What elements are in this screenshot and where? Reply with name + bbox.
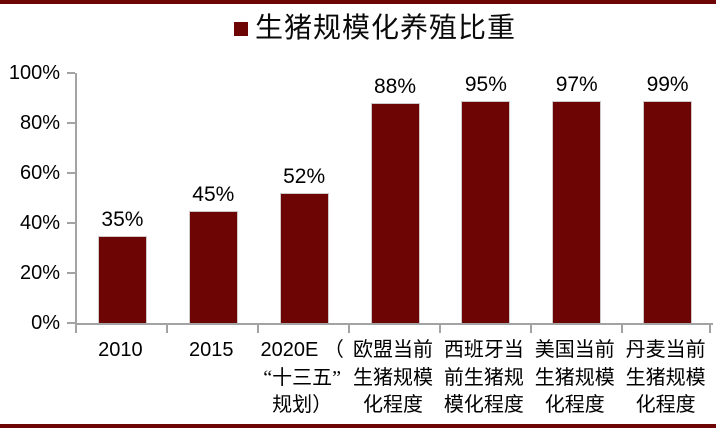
- category-column: 52%: [259, 73, 350, 323]
- x-label-line: 2010: [98, 339, 143, 361]
- x-tick-mark: [530, 325, 532, 333]
- y-tick-mark: [67, 222, 75, 224]
- bar: [370, 103, 420, 323]
- x-tick-mark: [257, 325, 259, 333]
- category-column: 88%: [350, 73, 441, 323]
- x-axis-label-2010: 2010: [75, 337, 166, 420]
- x-axis-label-2020e: 2020E （ “十三五” 规划）: [257, 337, 348, 420]
- x-label-line: 生猪规模: [353, 366, 433, 389]
- y-axis-label-60: 60%: [19, 162, 60, 184]
- bar: [461, 101, 511, 323]
- x-axis-label-2015: 2015: [166, 337, 257, 420]
- x-label-line: 西班牙当: [443, 339, 524, 361]
- legend-swatch-icon: [233, 22, 248, 36]
- x-label-line: 化程度: [544, 394, 605, 416]
- bar-value-label: 88%: [373, 75, 417, 98]
- legend-label: 生猪规模化养殖比重: [254, 13, 516, 44]
- y-tick-mark: [67, 172, 75, 174]
- y-axis-label-0: 0%: [31, 312, 60, 334]
- top-divider: [0, 0, 716, 4]
- bar: [97, 235, 147, 323]
- x-axis-label-spain: 西班牙当 前生猪规 模化程度: [438, 337, 529, 420]
- x-label-line: 欧盟当前: [353, 339, 433, 361]
- bar-value-label: 45%: [192, 182, 235, 206]
- y-tick-mark: [67, 322, 75, 324]
- y-axis-label-100: 100%: [8, 62, 60, 84]
- x-label-line: 化程度: [635, 394, 696, 416]
- x-label-line: 规划）: [272, 394, 333, 416]
- category-column: 45%: [168, 73, 259, 323]
- x-label-line: 2015: [189, 339, 234, 361]
- x-axis-label-eu: 欧盟当前 生猪规模 化程度: [348, 337, 439, 420]
- category-column: 97%: [531, 73, 622, 323]
- bar: [643, 101, 693, 323]
- x-label-line: 模化程度: [443, 394, 524, 416]
- y-axis-label-40: 40%: [19, 212, 60, 234]
- y-axis-label-80: 80%: [19, 112, 60, 134]
- x-label-line: 生猪规模: [625, 366, 706, 389]
- bar-value-label: 97%: [555, 73, 598, 96]
- bottom-divider: [0, 424, 716, 428]
- x-tick-mark: [166, 325, 168, 333]
- bar-value-label: 52%: [283, 165, 326, 188]
- category-column: 99%: [622, 73, 713, 323]
- y-tick-mark: [67, 72, 75, 74]
- bar: [552, 101, 602, 323]
- bar-series: 35% 45% 52% 88% 95% 97%: [77, 73, 713, 323]
- bar-value-label: 35%: [101, 207, 144, 231]
- x-tick-mark: [439, 325, 441, 333]
- bar: [279, 193, 329, 323]
- x-axis-labels: 2010 2015 2020E （ “十三五” 规划） 欧盟当前 生猪规模 化程…: [75, 337, 711, 420]
- x-axis-label-denmark: 丹麦当前 生猪规模 化程度: [620, 337, 711, 420]
- bar: [188, 210, 238, 323]
- x-tick-mark: [75, 325, 77, 333]
- x-label-line: 美国当前: [534, 339, 615, 361]
- x-label-line: 2020E （: [260, 339, 344, 361]
- x-axis-label-usa: 美国当前 生猪规模 化程度: [529, 337, 620, 420]
- x-tick-mark: [621, 325, 623, 333]
- bar-value-label: 99%: [646, 73, 689, 96]
- bar-value-label: 95%: [464, 73, 507, 96]
- x-label-line: “十三五”: [263, 366, 342, 389]
- x-tick-mark: [709, 325, 711, 333]
- x-label-line: 前生猪规: [443, 366, 524, 389]
- y-axis-label-20: 20%: [19, 262, 60, 284]
- category-column: 35%: [77, 73, 168, 323]
- category-column: 95%: [440, 73, 531, 323]
- plot-area: 35% 45% 52% 88% 95% 97%: [75, 73, 713, 325]
- x-label-line: 化程度: [363, 394, 423, 416]
- x-label-line: 丹麦当前: [625, 339, 706, 361]
- x-label-line: 生猪规模: [534, 366, 615, 389]
- y-tick-mark: [67, 122, 75, 124]
- chart-legend: 生猪规模化养殖比重: [17, 14, 716, 44]
- x-tick-mark: [348, 325, 350, 333]
- y-tick-mark: [67, 272, 75, 274]
